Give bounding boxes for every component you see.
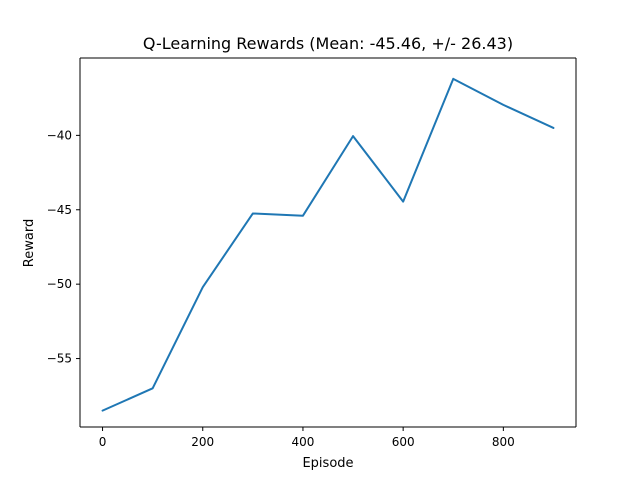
y-tick-label: −45: [47, 203, 72, 217]
chart-title: Q-Learning Rewards (Mean: -45.46, +/- 26…: [143, 34, 513, 53]
x-axis-label: Episode: [302, 456, 353, 471]
x-tick-label: 0: [99, 435, 107, 449]
series-line: [101, 77, 555, 412]
x-tick-label: 200: [191, 435, 214, 449]
y-tick-label: −40: [47, 128, 72, 142]
x-tick-label: 600: [392, 435, 415, 449]
y-tick-label: −50: [47, 277, 72, 291]
y-axis-label: Reward: [22, 219, 37, 267]
y-tick-label: −55: [47, 352, 72, 366]
x-axis-ticks: 0 200 400 600 800: [99, 427, 515, 449]
series-layer: [101, 77, 555, 412]
x-tick-label: 800: [492, 435, 515, 449]
y-axis-ticks: −55 −50 −45 −40: [47, 128, 80, 366]
x-tick-label: 400: [291, 435, 314, 449]
plot-area: [80, 58, 576, 427]
